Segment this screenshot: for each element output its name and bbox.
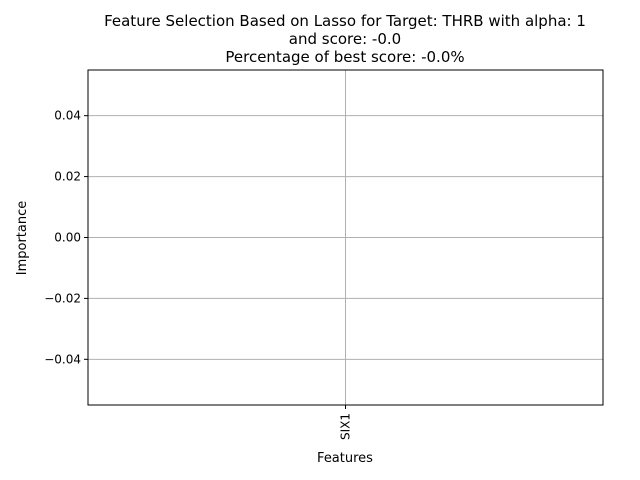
y-tick-label: −0.04 — [44, 352, 81, 366]
chart-title-line-1: Feature Selection Based on Lasso for Tar… — [104, 12, 586, 30]
chart-title-line-3: Percentage of best score: -0.0% — [225, 48, 464, 66]
x-tick-label: SIX1 — [339, 413, 353, 440]
chart-title-line-2: and score: -0.0 — [289, 30, 401, 48]
y-tick-label: −0.02 — [44, 291, 81, 305]
y-tick-label: 0.00 — [54, 231, 81, 245]
grid-lines — [88, 70, 603, 405]
y-axis-label: Importance — [15, 201, 30, 276]
chart-title: Feature Selection Based on Lasso for Tar… — [104, 12, 586, 66]
y-axis-ticks: −0.04 −0.02 0.00 0.02 0.04 — [44, 109, 88, 366]
x-axis-ticks: SIX1 — [339, 405, 353, 440]
y-tick-label: 0.02 — [54, 170, 81, 184]
y-tick-label: 0.04 — [54, 109, 81, 123]
x-axis-label: Features — [317, 451, 373, 466]
